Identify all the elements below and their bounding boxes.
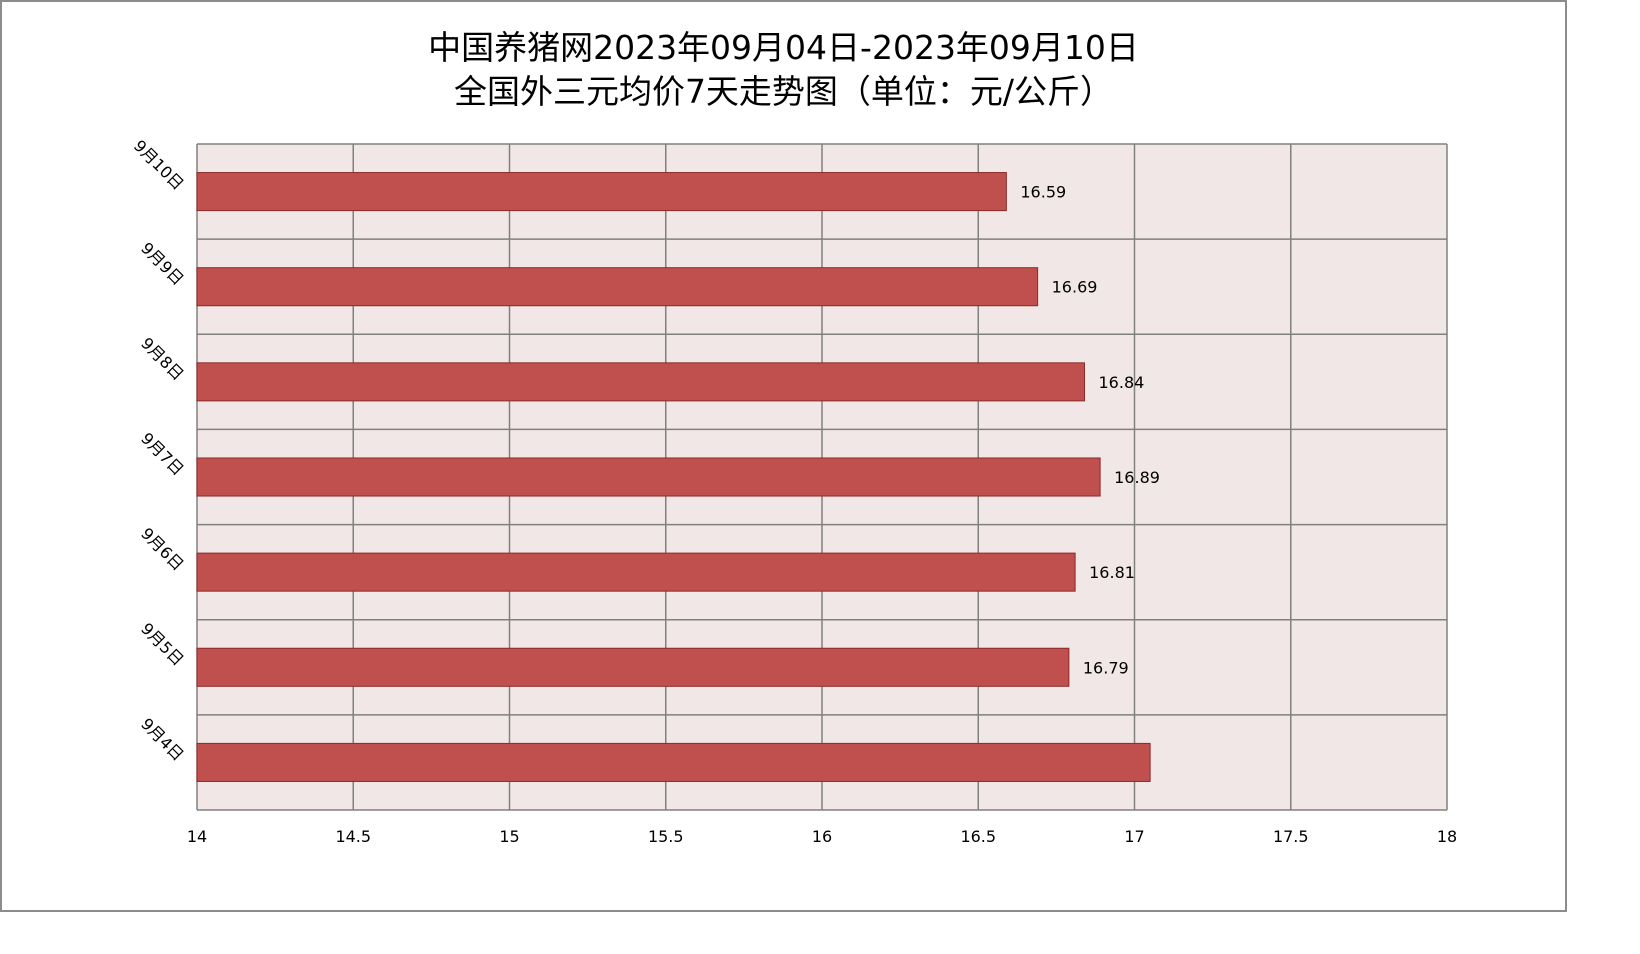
x-tick-label: 16.5: [960, 827, 996, 846]
x-tick-label: 14: [187, 827, 207, 846]
x-tick-label: 15: [499, 827, 519, 846]
y-tick-label: 9月6日: [137, 524, 187, 574]
x-tick-label: 16: [812, 827, 832, 846]
y-tick-label: 9月5日: [137, 619, 187, 669]
bar: [196, 552, 1076, 592]
bar: [196, 267, 1039, 307]
bar-chart: 16.59 16.69 16.84 16.89 16.81 16.79 14 14.5 15 15…: [130, 136, 1457, 846]
y-tick-label: 9月8日: [137, 334, 187, 384]
x-tick-label: 17.5: [1273, 827, 1309, 846]
data-label: 16.89: [1114, 468, 1160, 487]
y-tick-label: 9月7日: [137, 429, 187, 479]
y-tick-label: 9月9日: [137, 239, 187, 289]
data-label: 16.84: [1099, 373, 1145, 392]
bar: [196, 647, 1070, 687]
y-tick-label: 9月4日: [137, 714, 187, 764]
data-label: 16.79: [1083, 658, 1129, 677]
bar: [196, 742, 1151, 782]
x-tick-label: 14.5: [335, 827, 371, 846]
bar: [196, 362, 1085, 402]
x-tick-label: 17: [1124, 827, 1144, 846]
chart-title-line-2: 全国外三元均价7天走势图（单位：元/公斤）: [453, 72, 1114, 111]
bar: [196, 457, 1101, 497]
x-tick-label: 15.5: [648, 827, 684, 846]
x-tick-label: 18: [1437, 827, 1457, 846]
bar: [196, 172, 1007, 212]
y-tick-label: 9月10日: [130, 136, 188, 194]
data-label: 16.69: [1052, 278, 1098, 297]
data-label: 16.81: [1089, 563, 1135, 582]
chart-title-line-1: 中国养猪网2023年09月04日-2023年09月10日: [428, 28, 1139, 67]
data-label: 16.59: [1020, 183, 1066, 202]
chart-title: 中国养猪网2023年09月04日-2023年09月10日 全国外三元均价7天走势…: [0, 26, 1567, 114]
